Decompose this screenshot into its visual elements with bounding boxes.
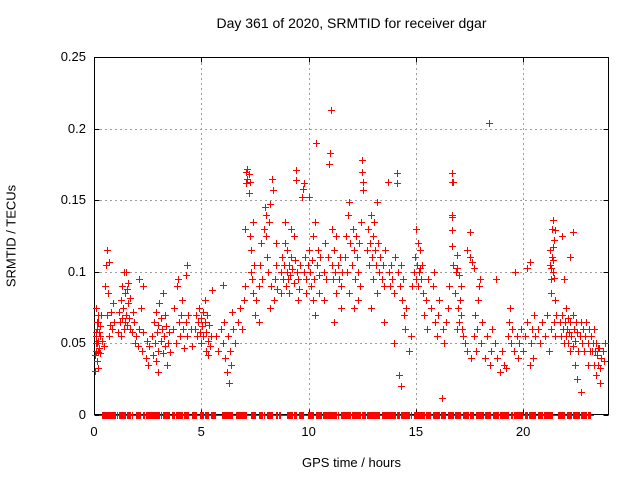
y-tick-label-0.1: 0.1 — [67, 263, 86, 279]
plot-border — [94, 57, 609, 415]
y-tick-label-0.2: 0.2 — [67, 120, 86, 136]
chart-title: Day 361 of 2020, SRMTID for receiver dga… — [216, 15, 487, 31]
x-tick-label-5: 5 — [197, 424, 205, 439]
y-tick-label-0: 0 — [78, 407, 86, 422]
scatter-points — [92, 107, 609, 419]
grid-lines — [95, 58, 608, 414]
y-axis-label: SRMTID / TECUs — [3, 184, 19, 288]
y-tick-label-0.25: 0.25 — [60, 49, 86, 64]
x-tick-label-10: 10 — [301, 424, 316, 439]
y-tick-label-0.05: 0.05 — [60, 335, 86, 351]
x-tick-label-20: 20 — [515, 424, 531, 439]
x-tick-label-0: 0 — [90, 424, 98, 439]
axis-tick-marks — [94, 57, 609, 416]
y-tick-label-0.15: 0.15 — [60, 192, 86, 208]
x-tick-label-15: 15 — [408, 424, 424, 439]
x-axis-label: GPS time / hours — [302, 455, 401, 470]
